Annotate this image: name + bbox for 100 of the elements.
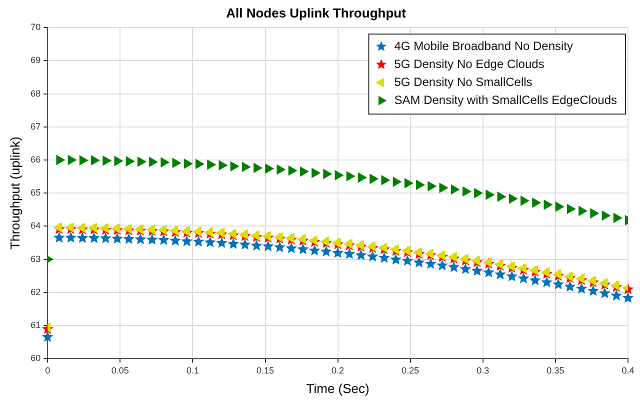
legend-label: 5G Density No SmallCells <box>394 74 532 89</box>
point <box>381 175 390 186</box>
point <box>262 231 272 241</box>
point <box>356 240 364 250</box>
x-tick-label: 0.3 <box>476 365 490 376</box>
point <box>251 230 260 240</box>
point <box>578 206 588 216</box>
point <box>228 238 240 249</box>
point <box>134 233 146 244</box>
point <box>196 159 204 169</box>
point <box>170 226 178 236</box>
point <box>126 156 134 166</box>
point <box>216 237 228 248</box>
point <box>216 228 225 238</box>
point <box>506 270 518 282</box>
x-tick-label: 0.05 <box>111 365 129 376</box>
y-tick-label: 63 <box>30 254 41 264</box>
y-axis-title: Throughput (uplink) <box>7 136 22 250</box>
x-tick-label: 0.1 <box>186 365 199 376</box>
y-tick-label: 66 <box>30 154 41 164</box>
point <box>599 278 608 288</box>
point <box>172 158 181 168</box>
point <box>402 254 414 266</box>
point <box>91 156 100 166</box>
x-tick-label: 0.2 <box>332 365 344 376</box>
point <box>471 264 483 276</box>
point <box>448 261 460 272</box>
y-tick-label: 67 <box>30 121 41 132</box>
y-tick-label: 70 <box>30 22 41 32</box>
point <box>112 224 120 234</box>
point <box>450 184 460 194</box>
point <box>497 192 506 202</box>
y-tick-label: 62 <box>30 286 41 297</box>
legend-label: 4G Mobile Broadband No Density <box>394 38 574 53</box>
point <box>88 223 98 233</box>
point <box>378 252 390 263</box>
point <box>529 274 541 286</box>
point <box>158 225 167 235</box>
point <box>276 164 286 174</box>
point <box>323 169 332 179</box>
point <box>332 238 341 248</box>
point <box>160 157 170 168</box>
point <box>424 258 436 269</box>
point <box>193 226 202 236</box>
point <box>518 272 530 284</box>
point <box>344 238 352 249</box>
point <box>88 232 100 243</box>
y-tick-label: 61 <box>30 320 41 330</box>
point <box>590 208 599 218</box>
point <box>100 232 112 244</box>
point <box>158 234 170 245</box>
point <box>181 235 193 246</box>
point <box>65 222 74 232</box>
point <box>308 244 320 256</box>
point <box>390 244 399 254</box>
point <box>42 331 54 342</box>
point <box>622 292 634 303</box>
point <box>544 200 552 210</box>
point <box>297 234 306 244</box>
point <box>613 213 622 223</box>
point <box>68 155 76 165</box>
point <box>414 248 422 258</box>
point <box>254 163 262 173</box>
point <box>239 230 248 240</box>
point <box>358 172 367 182</box>
point <box>192 236 204 247</box>
chart-title: All Nodes Uplink Throughput <box>226 5 407 20</box>
point <box>286 242 298 254</box>
point <box>532 198 541 208</box>
point <box>242 162 250 172</box>
point <box>610 280 620 290</box>
x-tick-label: 0.25 <box>402 365 420 376</box>
point <box>483 266 494 278</box>
point <box>332 247 344 258</box>
point <box>114 156 123 166</box>
point <box>436 250 446 260</box>
point <box>602 210 610 220</box>
point <box>416 180 425 190</box>
point <box>564 280 576 292</box>
point <box>367 242 376 252</box>
point <box>146 234 158 245</box>
point <box>355 249 367 260</box>
point <box>218 160 228 170</box>
y-tick-label: 60 <box>30 353 41 364</box>
point <box>462 186 471 196</box>
point <box>472 256 480 266</box>
point <box>402 246 410 256</box>
point <box>587 285 599 296</box>
point <box>378 242 388 253</box>
point <box>300 166 308 176</box>
y-tick-label: 69 <box>30 55 41 66</box>
point <box>288 166 297 176</box>
point <box>428 181 436 191</box>
point <box>483 257 492 268</box>
point <box>112 232 123 244</box>
point <box>228 228 236 239</box>
point <box>436 260 448 270</box>
point <box>262 240 274 252</box>
point <box>425 248 434 259</box>
y-tick-label: 65 <box>30 188 41 198</box>
